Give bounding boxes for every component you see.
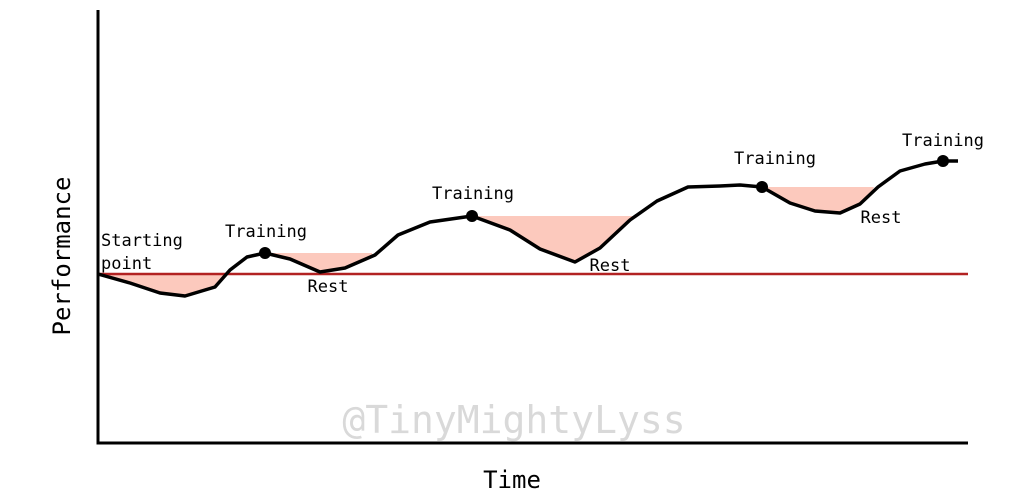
rest-label: Rest [861,208,902,228]
training-dot [756,181,768,193]
training-dot [259,247,271,259]
training-points [259,155,949,259]
watermark: @TinyMightyLyss [342,398,685,442]
training-dot [937,155,949,167]
training-label: Training [734,149,816,169]
performance-curve [97,159,958,298]
x-axis-label: Time [483,466,541,494]
y-axis-label: Performance [48,177,76,336]
rest-label: Rest [590,256,631,276]
start-label: Starting [101,231,183,251]
axes [96,10,968,445]
training-label: Training [225,222,307,242]
dip-area [98,274,226,296]
start-label: point [101,254,152,274]
rest-label: Rest [308,277,349,297]
training-label: Training [432,184,514,204]
training-dot [466,210,478,222]
training-label: Training [902,131,984,151]
rest-area [762,187,874,213]
